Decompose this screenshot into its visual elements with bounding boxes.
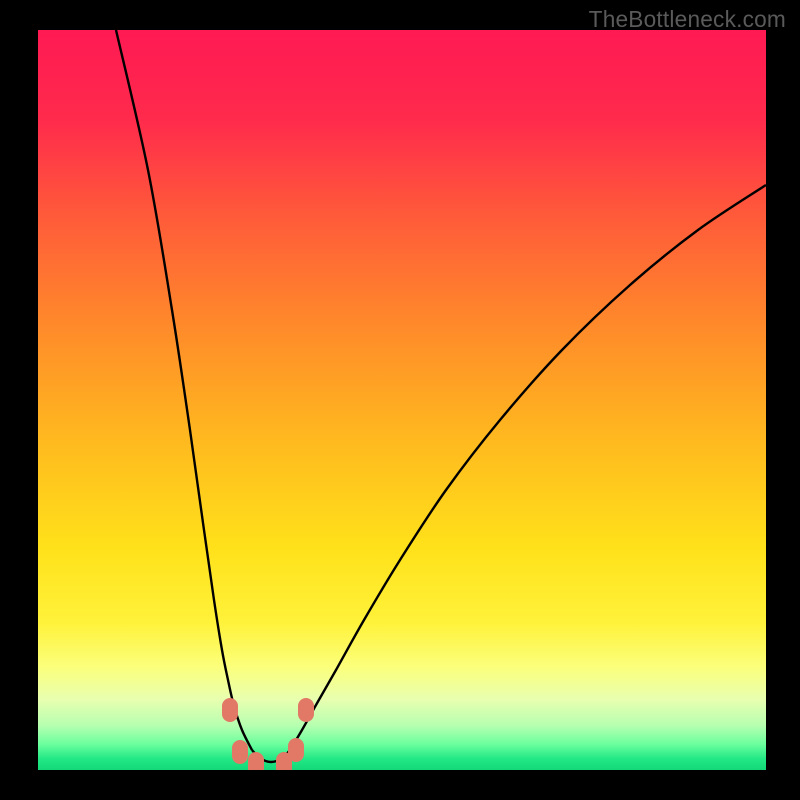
watermark-text: TheBottleneck.com [589,6,786,33]
marker [248,752,264,770]
chart-container: TheBottleneck.com [0,0,800,800]
left-curve [116,30,252,750]
marker [232,740,248,764]
marker [222,698,238,722]
marker [288,738,304,762]
curves-layer [38,30,766,770]
right-curve [290,185,766,750]
marker [298,698,314,722]
plot-area [38,30,766,770]
